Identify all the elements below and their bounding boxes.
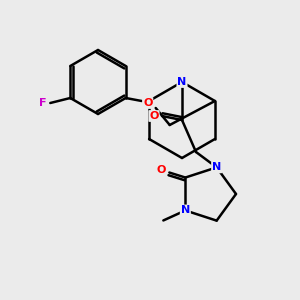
Text: N: N <box>177 77 187 87</box>
Text: N: N <box>212 162 221 172</box>
Text: O: O <box>143 98 152 108</box>
Text: N: N <box>181 206 190 215</box>
Text: O: O <box>157 164 166 175</box>
Text: O: O <box>149 111 159 121</box>
Text: F: F <box>38 98 46 108</box>
